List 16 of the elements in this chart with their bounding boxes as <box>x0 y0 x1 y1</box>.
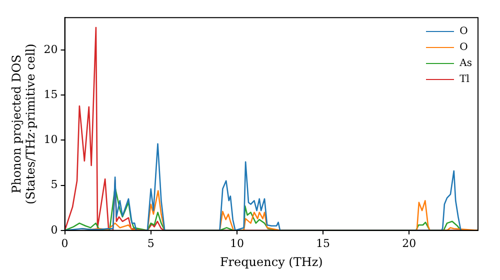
legend-label: O <box>460 24 468 39</box>
legend-label: O <box>460 40 468 55</box>
y-tick-label: 0 <box>50 223 58 236</box>
legend-label: As <box>460 56 472 71</box>
legend-label: Tl <box>460 72 470 87</box>
x-tick-label: 20 <box>402 236 416 250</box>
y-axis-title: Phonon projected DOS (States/THz·primitive cell) <box>9 44 38 204</box>
x-axis-title: Frequency (THz) <box>220 254 323 269</box>
x-tick-label: 10 <box>230 236 244 250</box>
x-tick-label: 15 <box>316 236 330 250</box>
y-tick-label: 5 <box>50 178 58 192</box>
x-tick-label: 0 <box>61 236 68 250</box>
y-tick-label: 15 <box>44 88 58 102</box>
y-tick-label: 20 <box>44 42 58 56</box>
x-tick-label: 5 <box>147 236 154 250</box>
y-tick-label: 10 <box>44 133 58 146</box>
